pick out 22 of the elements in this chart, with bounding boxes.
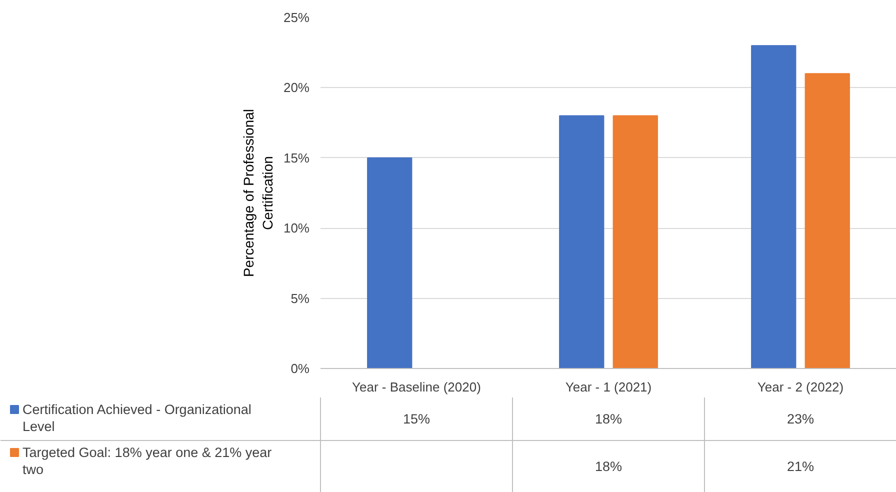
bar <box>559 115 604 368</box>
legend-label: Targeted Goal: 18% year one & 21% year two <box>22 445 272 477</box>
y-tick-label: 0% <box>290 361 310 376</box>
x-tick-label: Year - Baseline (2020) <box>352 380 481 394</box>
legend-label: Certification Achieved - Organizational Level <box>22 402 252 434</box>
bar <box>367 157 412 368</box>
x-tick-label: Year - 2 (2022) <box>757 380 844 394</box>
data-label: 15% <box>402 412 430 426</box>
x-tick-label: Year - 1 (2021) <box>565 380 652 394</box>
y-tick-label: 5% <box>290 290 310 306</box>
data-label: 23% <box>786 412 814 426</box>
bar <box>804 73 850 368</box>
data-label: 21% <box>786 459 814 474</box>
data-label: 18% <box>594 459 622 474</box>
bar <box>612 115 658 368</box>
y-tick-label: 25% <box>283 10 310 25</box>
y-axis-title: Percentage of Professional Certification <box>240 108 276 278</box>
y-tick-label: 10% <box>283 220 310 236</box>
y-tick-label: 15% <box>283 150 310 166</box>
y-tick-label: 20% <box>283 80 310 96</box>
bar <box>751 45 796 368</box>
data-label: 18% <box>594 412 622 426</box>
